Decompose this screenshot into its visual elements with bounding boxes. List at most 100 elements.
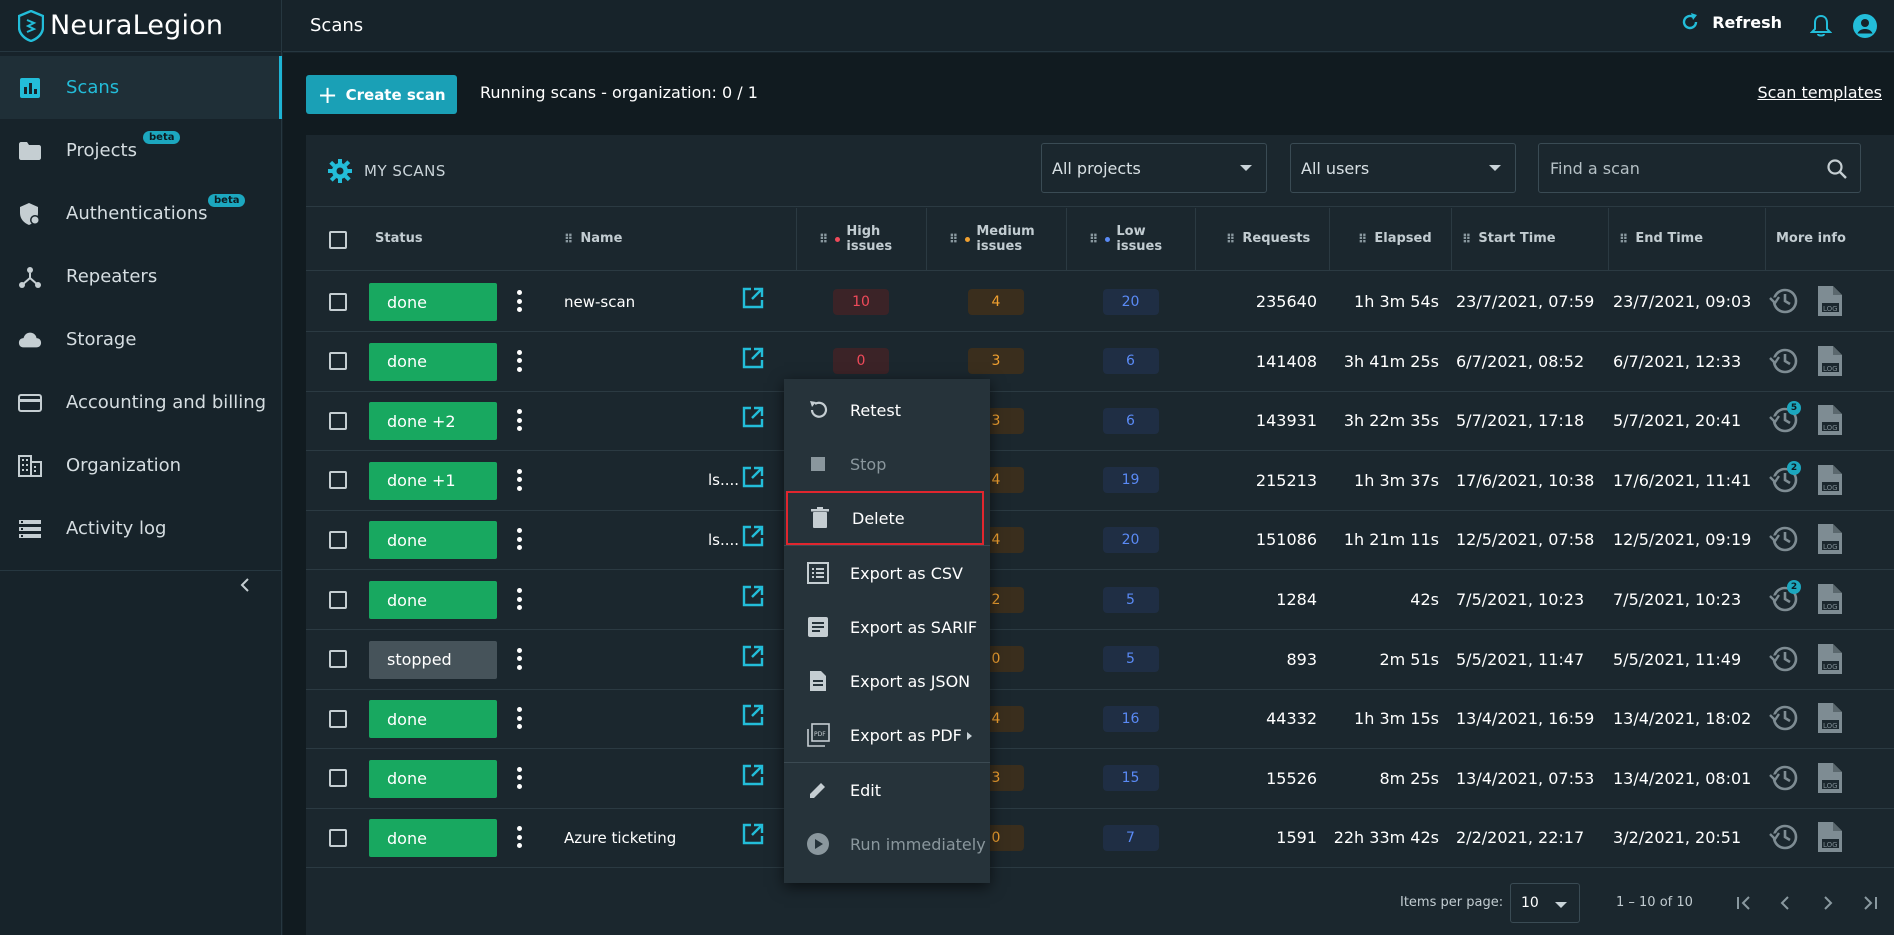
more-actions-icon[interactable] (516, 826, 522, 849)
table-row[interactable]: done 0 3 6 141408 3h 41m 25s 6/7/2021, 0… (306, 332, 1894, 392)
menu-item-stop[interactable]: Stop (784, 437, 990, 491)
sidebar-item-accounting[interactable]: Accounting and billing (0, 371, 281, 434)
history-icon[interactable] (1769, 286, 1801, 320)
more-actions-icon[interactable] (516, 707, 522, 730)
menu-item-export-csv[interactable]: Export as CSV (784, 546, 990, 600)
table-row[interactable]: done Azure ticketing 0 0 7 1591 22h 33m … (306, 808, 1894, 869)
select-all-checkbox[interactable] (329, 230, 347, 249)
open-in-new-icon[interactable] (742, 585, 764, 611)
open-in-new-icon[interactable] (742, 347, 764, 373)
sidebar-item-scans[interactable]: Scans (0, 56, 282, 119)
users-select[interactable]: All users (1290, 143, 1516, 193)
drag-handle-icon[interactable]: ⠿ (819, 231, 828, 246)
header-end-time[interactable]: ⠿ End Time (1608, 208, 1765, 271)
refresh-button[interactable]: Refresh (1680, 12, 1782, 32)
drag-handle-icon[interactable]: ⠿ (564, 231, 573, 246)
history-icon[interactable] (1769, 524, 1801, 558)
log-file-icon[interactable]: LOG (1816, 344, 1844, 382)
row-checkbox[interactable] (329, 471, 347, 490)
low-issues-count[interactable]: 15 (1102, 765, 1159, 792)
row-checkbox[interactable] (329, 352, 347, 371)
sidebar-item-activity-log[interactable]: Activity log (0, 497, 281, 560)
low-issues-count[interactable]: 6 (1102, 348, 1159, 375)
menu-item-export-json[interactable]: Export as JSON (784, 654, 990, 708)
header-start-time[interactable]: ⠿ Start Time (1451, 208, 1608, 271)
log-file-icon[interactable]: LOG (1816, 820, 1844, 858)
sidebar-item-authentications[interactable]: Authentications beta (0, 182, 281, 245)
history-icon[interactable] (1769, 346, 1801, 380)
menu-item-run-immediately[interactable]: Run immediately (784, 817, 990, 871)
low-issues-count[interactable]: 7 (1102, 824, 1159, 851)
open-in-new-icon[interactable] (742, 823, 764, 849)
table-row[interactable]: done ls.... 6 4 20 151086 1h 21m 11s 12/… (306, 510, 1894, 571)
first-page-button[interactable] (1730, 889, 1758, 917)
table-row[interactable]: stopped 0 0 5 893 2m 51s 5/5/2021, 11:47… (306, 630, 1894, 690)
log-file-icon[interactable]: LOG (1816, 403, 1844, 441)
log-file-icon[interactable]: LOG (1816, 284, 1844, 322)
low-issues-count[interactable]: 5 (1102, 586, 1159, 613)
menu-item-edit[interactable]: Edit (784, 763, 990, 817)
medium-issues-count[interactable]: 4 (968, 288, 1024, 315)
history-icon[interactable]: 5 (1769, 401, 1801, 439)
row-checkbox[interactable] (329, 650, 347, 669)
sidebar-item-repeaters[interactable]: Repeaters (0, 245, 281, 308)
menu-item-export-pdf[interactable]: PDF Export as PDF (784, 708, 990, 762)
more-actions-icon[interactable] (516, 349, 522, 372)
projects-select[interactable]: All projects (1041, 143, 1267, 193)
high-issues-count[interactable]: 0 (833, 348, 889, 375)
open-in-new-icon[interactable] (742, 287, 764, 313)
high-issues-count[interactable]: 10 (833, 288, 889, 315)
drag-handle-icon[interactable]: ⠿ (949, 231, 958, 246)
open-in-new-icon[interactable] (742, 525, 764, 551)
row-checkbox[interactable] (329, 411, 347, 430)
history-icon[interactable]: 2 (1769, 580, 1801, 618)
more-actions-icon[interactable] (516, 766, 522, 789)
menu-item-export-sarif[interactable]: Export as SARIF (784, 600, 990, 654)
more-actions-icon[interactable] (516, 647, 522, 670)
collapse-sidebar-icon[interactable] (236, 575, 256, 595)
table-row[interactable]: done 0 2 5 1284 42s 7/5/2021, 10:23 7/5/… (306, 570, 1894, 630)
open-in-new-icon[interactable] (742, 645, 764, 671)
scan-templates-link[interactable]: Scan templates (1757, 83, 1882, 102)
more-actions-icon[interactable] (516, 588, 522, 610)
table-row[interactable]: done 4 3 15 15526 8m 25s 13/4/2021, 07:5… (306, 749, 1894, 809)
drag-handle-icon[interactable]: ⠿ (1089, 231, 1098, 246)
low-issues-count[interactable]: 20 (1102, 526, 1159, 553)
table-row[interactable]: done new-scan 10 4 20 235640 1h 3m 54s 2… (306, 272, 1894, 332)
drag-handle-icon[interactable]: ⠿ (1226, 231, 1235, 246)
next-page-button[interactable] (1814, 889, 1842, 917)
header-elapsed[interactable]: ⠿ Elapsed (1329, 208, 1451, 271)
low-issues-count[interactable]: 5 (1102, 646, 1159, 673)
sidebar-item-organization[interactable]: Organization (0, 434, 281, 497)
create-scan-button[interactable]: + Create scan (306, 75, 457, 114)
last-page-button[interactable] (1856, 889, 1884, 917)
table-row[interactable]: done 11 4 16 44332 1h 3m 15s 13/4/2021, … (306, 689, 1894, 750)
sidebar-item-storage[interactable]: Storage (0, 308, 281, 371)
drag-handle-icon[interactable]: ⠿ (1619, 231, 1628, 246)
history-icon[interactable] (1769, 703, 1801, 737)
prev-page-button[interactable] (1771, 889, 1799, 917)
log-file-icon[interactable]: LOG (1816, 701, 1844, 739)
search-icon[interactable] (1826, 158, 1848, 180)
medium-issues-count[interactable]: 3 (968, 348, 1024, 375)
brand-logo[interactable]: NeuraLegion (0, 0, 281, 52)
open-in-new-icon[interactable] (742, 704, 764, 730)
low-issues-count[interactable]: 19 (1102, 467, 1159, 494)
open-in-new-icon[interactable] (742, 406, 764, 432)
log-file-icon[interactable]: LOG (1816, 463, 1844, 501)
log-file-icon[interactable]: LOG (1816, 582, 1844, 620)
history-icon[interactable]: 2 (1769, 460, 1801, 499)
scan-name[interactable]: Azure ticketing (564, 828, 677, 847)
user-account-icon[interactable] (1852, 13, 1878, 39)
sidebar-item-projects[interactable]: Projects beta (0, 119, 281, 182)
open-in-new-icon[interactable] (742, 764, 764, 790)
history-icon[interactable] (1769, 763, 1801, 797)
table-row[interactable]: done +2 0 3 6 143931 3h 22m 35s 5/7/2021… (306, 391, 1894, 452)
low-issues-count[interactable]: 20 (1102, 288, 1159, 315)
row-checkbox[interactable] (329, 590, 347, 609)
drag-handle-icon[interactable]: ⠿ (1358, 231, 1367, 246)
header-low-issues[interactable]: ⠿ Low issues (1066, 208, 1195, 271)
more-actions-icon[interactable] (516, 468, 522, 491)
log-file-icon[interactable]: LOG (1816, 522, 1844, 560)
history-icon[interactable] (1769, 644, 1801, 678)
